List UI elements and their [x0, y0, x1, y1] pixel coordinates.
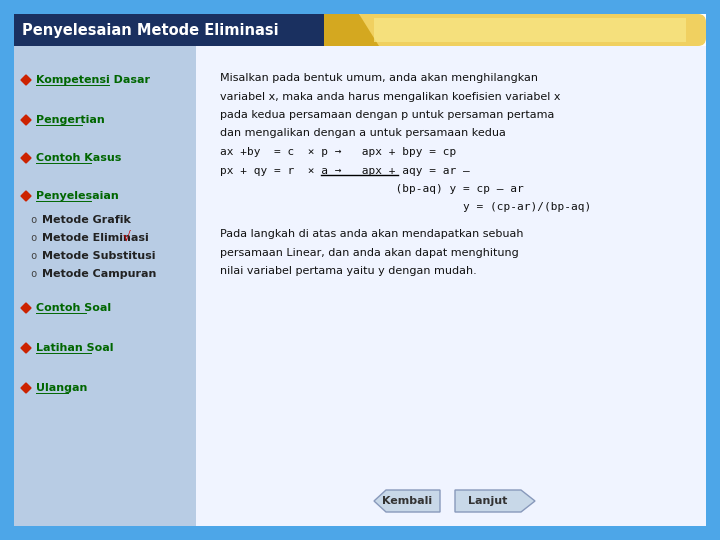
Text: Metode Eliminasi: Metode Eliminasi: [42, 233, 149, 243]
Text: Ulangan: Ulangan: [36, 383, 87, 393]
Text: variabel x, maka anda harus mengalikan koefisien variabel x: variabel x, maka anda harus mengalikan k…: [220, 91, 560, 102]
Bar: [374, 18, 686, 42]
Text: Pengertian: Pengertian: [36, 115, 104, 125]
Polygon shape: [21, 115, 31, 125]
Text: Kompetensi Dasar: Kompetensi Dasar: [36, 75, 150, 85]
Polygon shape: [21, 153, 31, 163]
Text: Contoh Soal: Contoh Soal: [36, 303, 111, 313]
Text: y = (cp-ar)/(bp-aq): y = (cp-ar)/(bp-aq): [220, 202, 591, 213]
Text: pada kedua persamaan dengan p untuk persaman pertama: pada kedua persamaan dengan p untuk pers…: [220, 110, 554, 120]
Polygon shape: [21, 343, 31, 353]
Text: px + qy = r  × a →   apx + aqy = ar –: px + qy = r × a → apx + aqy = ar –: [220, 165, 469, 176]
Text: Penyelesaian: Penyelesaian: [36, 191, 119, 201]
Polygon shape: [374, 490, 440, 512]
Text: o: o: [30, 269, 36, 279]
Polygon shape: [21, 383, 31, 393]
Text: Lanjut: Lanjut: [468, 496, 508, 506]
Text: √: √: [122, 231, 130, 244]
Text: Contoh Kasus: Contoh Kasus: [36, 153, 122, 163]
Text: o: o: [30, 251, 36, 261]
Text: o: o: [30, 233, 36, 243]
Text: o: o: [30, 215, 36, 225]
Text: Penyelesaian Metode Eliminasi: Penyelesaian Metode Eliminasi: [22, 23, 279, 37]
Text: nilai variabel pertama yaitu y dengan mudah.: nilai variabel pertama yaitu y dengan mu…: [220, 266, 477, 276]
Polygon shape: [324, 14, 379, 46]
Text: Pada langkah di atas anda akan mendapatkan sebuah: Pada langkah di atas anda akan mendapatk…: [220, 229, 523, 239]
Text: Metode Grafik: Metode Grafik: [42, 215, 131, 225]
Text: Metode Substitusi: Metode Substitusi: [42, 251, 156, 261]
Text: (bp-aq) y = cp – ar: (bp-aq) y = cp – ar: [220, 184, 523, 194]
Bar: [196, 46, 706, 526]
Text: Misalkan pada bentuk umum, anda akan menghilangkan: Misalkan pada bentuk umum, anda akan men…: [220, 73, 538, 83]
Text: Metode Campuran: Metode Campuran: [42, 269, 156, 279]
Text: Kembali: Kembali: [382, 496, 432, 506]
Bar: [14, 14, 324, 46]
Text: persamaan Linear, dan anda akan dapat menghitung: persamaan Linear, dan anda akan dapat me…: [220, 247, 518, 258]
Polygon shape: [21, 303, 31, 313]
Text: ax +by  = c  × p →   apx + bpy = cp: ax +by = c × p → apx + bpy = cp: [220, 147, 456, 157]
Text: dan mengalikan dengan a untuk persamaan kedua: dan mengalikan dengan a untuk persamaan …: [220, 129, 506, 138]
Polygon shape: [21, 75, 31, 85]
FancyBboxPatch shape: [354, 14, 706, 46]
Polygon shape: [21, 191, 31, 201]
Bar: [14, 46, 196, 526]
Text: Latihan Soal: Latihan Soal: [36, 343, 114, 353]
Polygon shape: [455, 490, 535, 512]
